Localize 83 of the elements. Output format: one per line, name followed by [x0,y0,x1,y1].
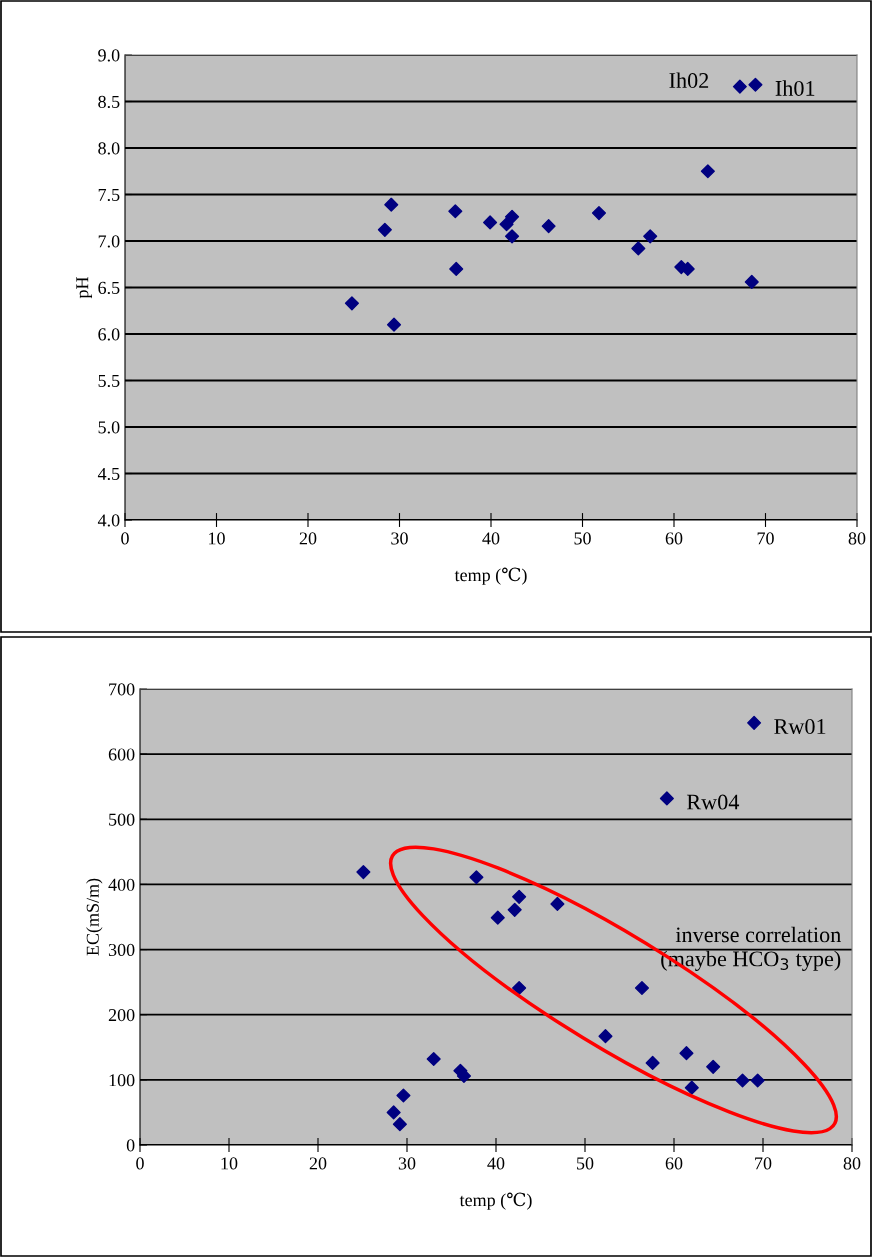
point [732,79,747,94]
point [706,1059,721,1074]
annotation: Ih02 [669,72,709,89]
point [679,1046,694,1061]
x-axis-title: temp (℃) [454,567,527,585]
point [735,1073,750,1088]
y-tick-label: 9.0 [98,49,120,62]
x-tick-label: 70 [755,1157,772,1170]
y-tick-label: 200 [108,1008,135,1022]
y-tick-label: 400 [108,878,135,891]
point [645,1055,660,1070]
y-tick-label: 4.5 [97,467,120,481]
y-axis-title: EC(mS/m) [86,878,103,956]
annotation: Rw04 [686,794,740,810]
point [426,1051,441,1067]
y-tick-label: 7.0 [98,235,120,248]
point [392,1117,407,1132]
point [512,980,527,996]
x-tick-label: 10 [221,1157,238,1170]
point [631,241,646,256]
x-tick-label: 60 [665,532,683,545]
y-tick-label: 7.5 [98,188,120,202]
y-tick-label: 8.0 [98,142,120,155]
y-tick-label: 6.0 [98,328,120,341]
y-axis-title: pH [76,277,93,299]
y-tick-label: 500 [109,813,135,826]
y-tick-label: 4.0 [97,514,120,527]
point [377,222,392,237]
point [449,261,464,276]
point [448,204,463,219]
point [700,164,715,179]
annotation: Ih01 [775,80,815,96]
point [512,889,527,904]
point [591,206,607,221]
point [504,209,520,224]
x-tick-label: 40 [487,1157,505,1170]
y-tick-label: 5.5 [98,374,120,388]
x-tick-label: 50 [577,1157,594,1170]
y-tick-label: 8.5 [98,95,120,109]
point [541,219,556,234]
x-axis-title: temp (℃) [459,1192,532,1210]
y-tick-label: 0 [126,1139,135,1152]
point [386,1105,401,1120]
x-tick-label: 50 [574,532,591,545]
point [598,1029,613,1044]
x-tick-label: 80 [848,532,866,545]
y-tick-label: 600 [108,748,135,761]
point [748,77,763,92]
x-tick-label: 70 [757,532,774,545]
point [386,317,402,332]
y-tick-label: 300 [108,943,135,957]
point [490,910,505,925]
x-tick-label: 30 [391,532,408,545]
point [483,215,498,230]
point [384,197,399,212]
point [499,217,514,232]
point [643,229,658,244]
x-tick-label: 20 [299,532,317,545]
point [659,791,674,806]
point [634,980,650,996]
x-tick-label: 80 [843,1157,861,1170]
point [344,296,359,311]
point [469,870,484,885]
point [504,229,520,244]
point [507,902,522,917]
x-tick-label: 40 [482,532,500,545]
x-tick-label: 20 [309,1157,327,1170]
point [356,864,371,880]
point [550,896,565,912]
y-tick-label: 6.5 [98,281,120,295]
annotation: Rw01 [774,719,826,734]
point [750,1073,765,1088]
x-tick-label: 30 [398,1157,416,1170]
point [396,1088,411,1103]
x-tick-label: 60 [665,1157,683,1170]
x-tick-label: 10 [209,532,225,545]
point [747,715,762,730]
y-tick-label: 5.0 [98,421,120,434]
y-tick-label: 100 [109,1074,135,1087]
point [684,1080,699,1095]
point [744,274,759,289]
y-tick-label: 700 [109,683,135,696]
x-tick-label: 0 [136,1157,144,1170]
